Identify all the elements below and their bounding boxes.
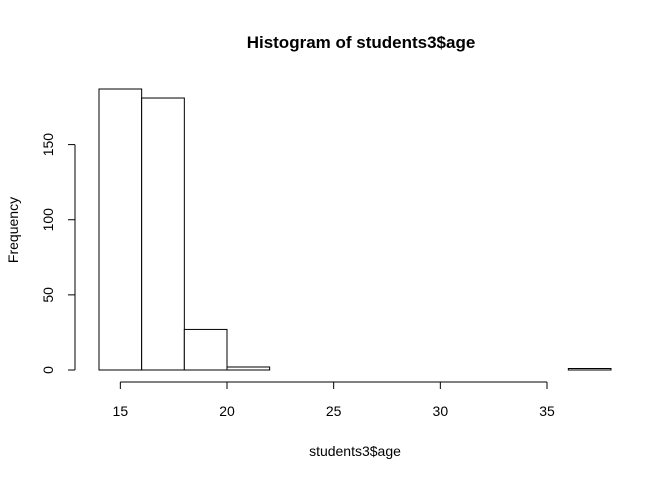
- y-axis: 0 50 100 150: [40, 133, 76, 374]
- y-tick-label-2: 100: [40, 208, 56, 232]
- bars-group: [98, 88, 612, 371]
- x-tick-label-3: 30: [433, 403, 449, 419]
- histogram-bar-0: [98, 88, 143, 371]
- x-tick-label-0: 15: [113, 403, 129, 419]
- x-tick-label-1: 20: [219, 403, 235, 419]
- histogram-bar-1: [141, 97, 185, 371]
- x-axis: 15 20 25 30 35: [113, 381, 555, 419]
- y-axis-label: Frequency: [5, 197, 21, 263]
- x-tick-label-2: 25: [326, 403, 342, 419]
- y-tick-label-1: 50: [40, 287, 56, 303]
- histogram-bar-3: [226, 366, 271, 371]
- x-axis-label: students3$age: [309, 443, 401, 459]
- x-tick-label-4: 35: [539, 403, 555, 419]
- y-tick-label-3: 150: [40, 133, 56, 157]
- histogram-bar-11: [567, 367, 612, 371]
- y-tick-label-0: 0: [40, 366, 56, 374]
- chart-title: Histogram of students3$age: [247, 33, 476, 52]
- histogram-bar-2: [183, 328, 228, 371]
